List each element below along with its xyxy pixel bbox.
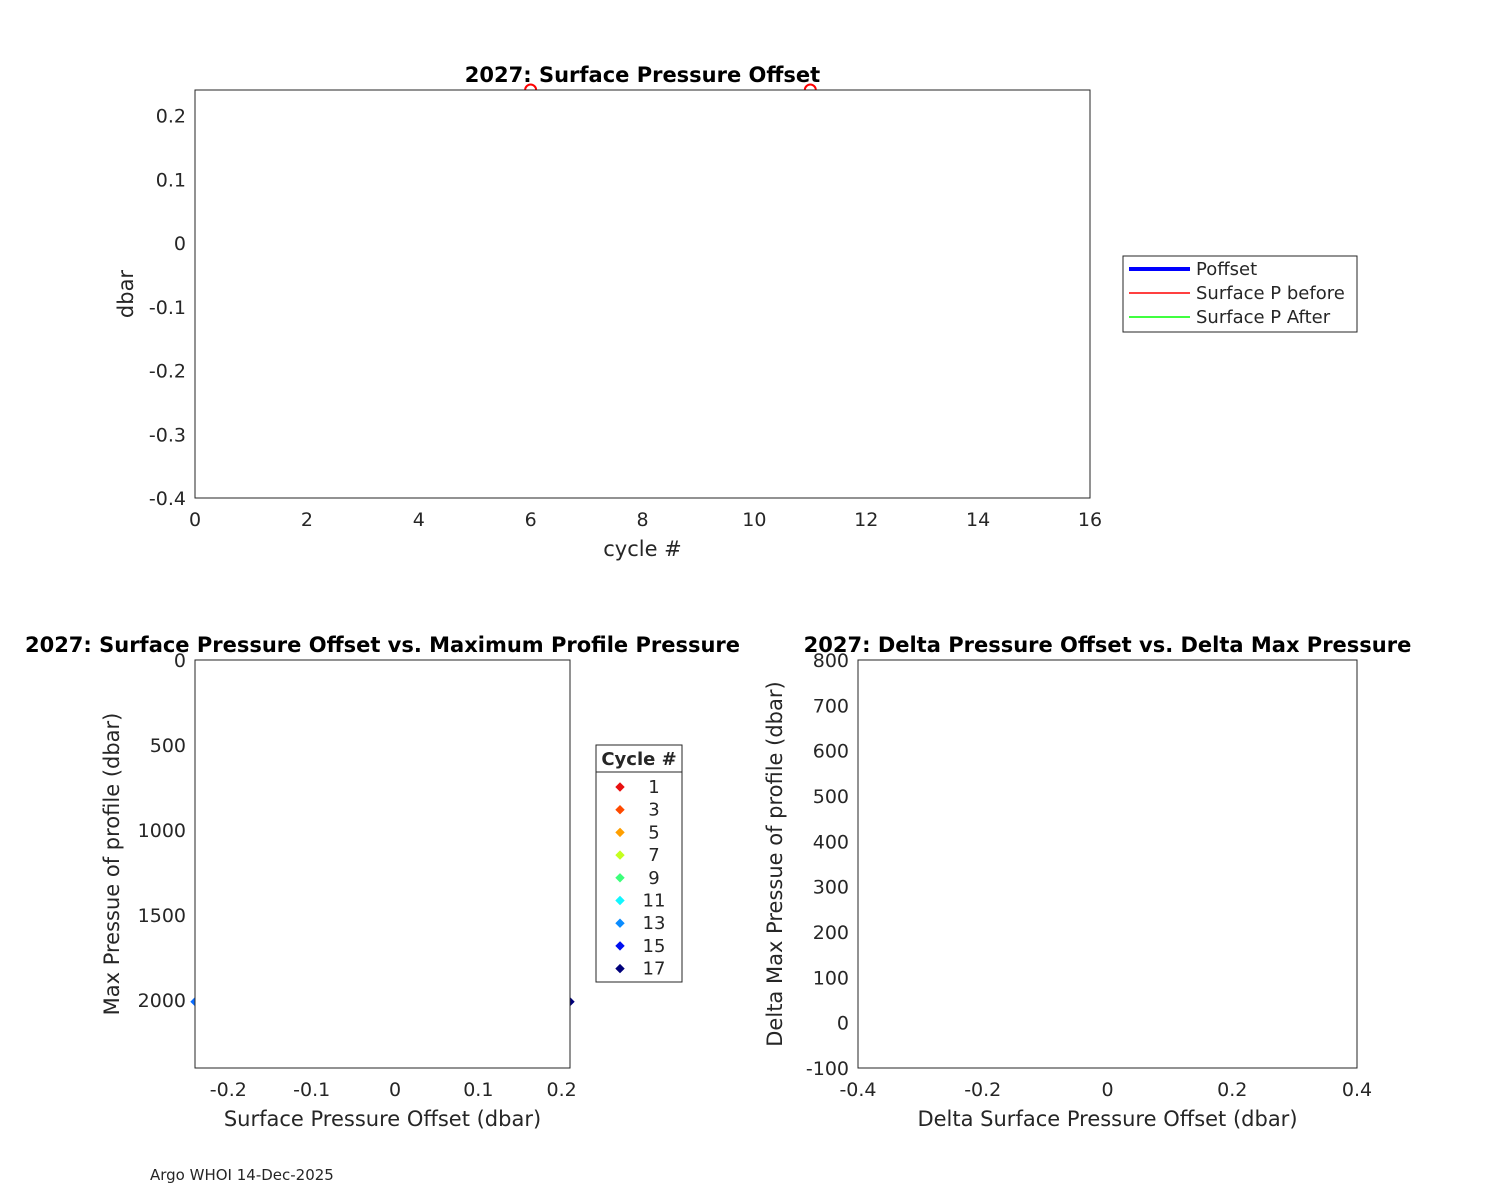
x-tick-label: -0.2 (210, 1079, 247, 1101)
axes-2: -0.2 -0.1 0 0.1 0.2 0 500 1000 1500 2000 Surface P… (25, 633, 740, 1131)
y-tick-label: 300 (813, 877, 849, 899)
x-tick-label: 6 (525, 509, 537, 531)
x-tick-label: 14 (966, 509, 990, 531)
y-tick-label: 1000 (138, 820, 186, 842)
axes-frame (194, 89, 1091, 499)
x-axis-label: cycle # (603, 537, 682, 561)
axes-frame (194, 659, 571, 1069)
y-tick-label: -0.3 (149, 424, 186, 446)
axes-3: -0.4 -0.2 0 0.2 0.4 -100 0 100 200 300 400 500 600 70… (763, 633, 1411, 1131)
x-tick-label: 0.1 (463, 1079, 493, 1101)
legend-title: Cycle # (601, 749, 676, 770)
x-axis-label: Surface Pressure Offset (dbar) (224, 1107, 541, 1131)
y-axis-label: dbar (114, 270, 138, 319)
y-tick-label: 600 (813, 741, 849, 763)
chart-title: 2027: Delta Pressure Offset vs. Delta Ma… (804, 633, 1412, 657)
legend-marker (615, 782, 625, 792)
y-tick-label: 500 (150, 735, 186, 757)
legend-label: 13 (643, 913, 666, 934)
legend-label: 5 (648, 822, 659, 843)
legend-marker (615, 918, 625, 928)
legend-label: Poffset (1196, 259, 1257, 280)
legend-label: 15 (643, 936, 666, 957)
legend-label: 17 (643, 959, 666, 980)
y-tick-label: 700 (813, 695, 849, 717)
y-tick-label: 500 (813, 786, 849, 808)
x-tick-label: 0.2 (1217, 1079, 1247, 1101)
y-tick-label: 0 (837, 1013, 849, 1035)
legend-label: 11 (643, 891, 666, 912)
x-tick-label: 0.2 (547, 1079, 577, 1101)
x-tick-label: 2 (301, 509, 313, 531)
x-tick-label: 0 (389, 1079, 401, 1101)
legend-label: 3 (648, 800, 659, 821)
legend-marker (615, 804, 625, 815)
y-tick-label: 0 (174, 233, 186, 255)
legend-label: 1 (648, 777, 659, 798)
axes-frame (857, 659, 1358, 1069)
y-axis-label: Max Pressue of profile (dbar) (100, 713, 124, 1016)
legend-marker (615, 827, 625, 838)
y-tick-label: 1500 (138, 905, 186, 927)
x-tick-label: -0.1 (293, 1079, 330, 1101)
y-tick-label: -0.2 (149, 361, 186, 383)
x-tick-label: 0 (1101, 1079, 1113, 1101)
x-tick-label: 12 (854, 509, 878, 531)
y-tick-label: 2000 (138, 990, 186, 1012)
y-tick-label: 100 (813, 967, 849, 989)
legend-label: Surface P After (1196, 307, 1331, 328)
y-tick-label: 0.2 (156, 106, 186, 128)
x-tick-label: -0.2 (964, 1079, 1001, 1101)
x-tick-label: -0.4 (839, 1079, 876, 1101)
footer-credit: Argo WHOI 14-Dec-2025 (150, 1166, 334, 1184)
y-tick-label: 200 (813, 922, 849, 944)
axes-1: 0 2 4 6 8 10 12 14 16 -0.4 -0.3 -0.2 -0.1 0 0.1 0.2 cycl… (114, 63, 1102, 561)
x-tick-label: 0 (189, 509, 201, 531)
legend-label: Surface P before (1196, 283, 1345, 304)
x-axis-label: Delta Surface Pressure Offset (dbar) (917, 1107, 1297, 1131)
legend-marker (615, 873, 625, 883)
y-tick-label: 800 (813, 650, 849, 672)
legend-marker (615, 895, 625, 906)
x-tick-label: 4 (413, 509, 425, 531)
y-tick-label: -100 (806, 1058, 849, 1080)
y-tick-label: -0.4 (149, 488, 186, 510)
y-axis-label: Delta Max Pressue of profile (dbar) (763, 681, 787, 1046)
x-tick-label: 0.4 (1342, 1079, 1372, 1101)
legend-label: 9 (648, 868, 659, 889)
x-tick-label: 8 (636, 509, 648, 531)
y-tick-label: 0.1 (156, 169, 186, 191)
legend-line-chart: Poffset Surface P before Surface P After (1122, 255, 1358, 333)
chart-title: 2027: Surface Pressure Offset vs. Maximu… (25, 633, 740, 657)
legend-marker (615, 941, 625, 951)
y-tick-label: 400 (813, 831, 849, 853)
legend-label: 7 (648, 845, 659, 866)
legend-marker (615, 963, 625, 974)
y-tick-label: -0.1 (149, 297, 186, 319)
x-tick-label: 16 (1078, 509, 1102, 531)
legend-box (595, 744, 683, 983)
chart-title: 2027: Surface Pressure Offset (465, 63, 820, 87)
legend-marker (615, 850, 625, 860)
y-tick-label: 0 (174, 650, 186, 672)
x-tick-label: 10 (742, 509, 766, 531)
